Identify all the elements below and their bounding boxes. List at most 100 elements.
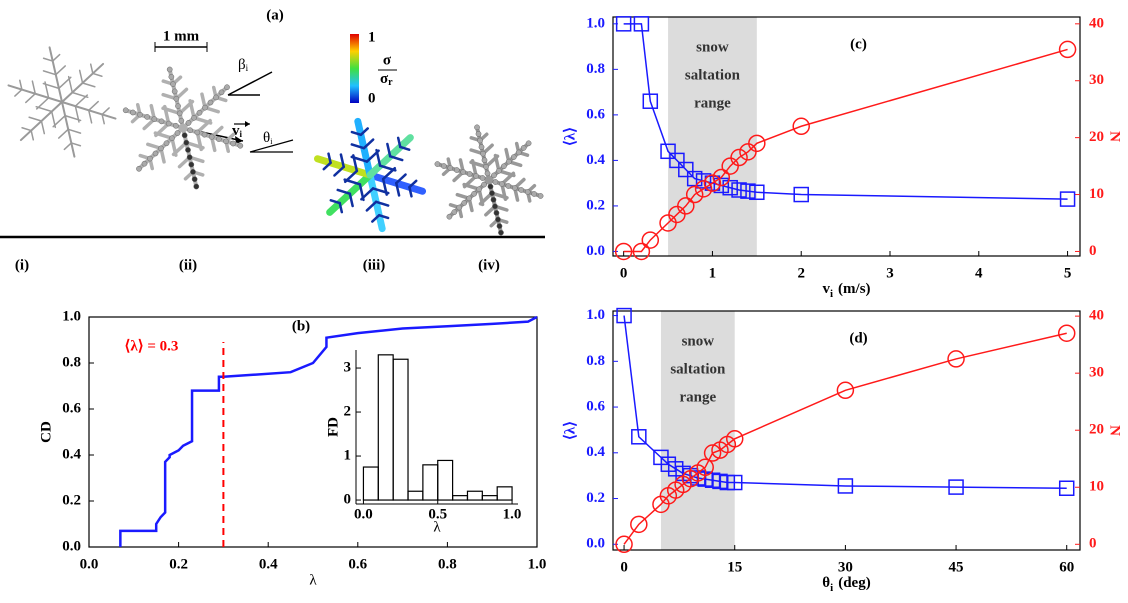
flake-branch: [399, 145, 411, 151]
bead: [451, 209, 458, 215]
flake-branch: [338, 201, 344, 214]
marker: [695, 173, 712, 189]
marker: [694, 180, 713, 198]
flake-branch: [42, 57, 54, 62]
marker: [749, 184, 765, 201]
x-tick-label: 0: [620, 265, 628, 281]
bead: [186, 154, 193, 161]
y-tick-label: 1: [344, 447, 352, 463]
x-tick-label: 1.0: [528, 556, 547, 572]
marker: [660, 143, 676, 160]
bead: [181, 132, 188, 139]
flake-branch: [25, 92, 37, 104]
bead: [163, 140, 170, 147]
flake-branch: [19, 79, 23, 91]
y-tick-label: 0.4: [586, 152, 605, 168]
flake-branch: [358, 183, 365, 202]
bead: [188, 161, 195, 168]
symbol: θ: [263, 130, 270, 146]
shade-label: snow: [682, 333, 715, 349]
bead: [499, 181, 505, 187]
flake-branch: [339, 153, 345, 169]
y-tick-label: 0.0: [586, 536, 605, 552]
bead: [213, 94, 219, 101]
flake-branch: [365, 200, 378, 212]
y-tick-label: 0: [344, 491, 352, 507]
marker: [677, 197, 695, 215]
marker: [630, 515, 648, 534]
bead: [524, 189, 531, 195]
y-axis-label: CD: [38, 421, 54, 443]
chart: snow saltation range 0 15 30 45 60 0.0 0.2 0.4 0.6 0…: [562, 307, 1122, 594]
x-tick-label: 1: [709, 265, 717, 281]
symbol: β: [238, 57, 246, 73]
hist-bar: [466, 490, 483, 501]
y-tick-label: 0.0: [62, 538, 81, 554]
bead: [172, 122, 179, 129]
bead: [505, 183, 512, 189]
sub-label: (i): [15, 257, 29, 273]
x-tick-label: 2: [797, 265, 805, 281]
bead: [498, 229, 504, 236]
flake-branch: [87, 100, 99, 112]
marker: [792, 117, 810, 136]
flake-branch: [371, 187, 390, 195]
y2-tick-label: 30: [1089, 72, 1104, 88]
bead: [173, 95, 180, 102]
y-tick-label: 0.0: [586, 243, 605, 259]
bead: [158, 145, 164, 152]
symbol: v: [232, 123, 240, 139]
plot-frame: [88, 316, 538, 548]
shade-label: saltation: [685, 67, 741, 83]
y-tick-label: 0.8: [586, 61, 605, 77]
hist-bar: [407, 490, 424, 501]
marker: [703, 444, 722, 462]
bead: [456, 204, 463, 211]
bead: [481, 181, 487, 188]
y-tick-label: 0.6: [62, 400, 81, 416]
flake-branch: [78, 69, 84, 84]
bead: [520, 145, 527, 151]
bead: [525, 140, 532, 147]
x-axis-label: λ: [309, 572, 317, 588]
marker: [731, 182, 747, 198]
flake-branch: [336, 188, 352, 195]
hist-bar: [481, 495, 498, 501]
flake-branch: [161, 106, 182, 116]
marker: [641, 231, 660, 249]
y2-tick-label: 0: [1089, 243, 1097, 259]
bead: [178, 117, 185, 124]
colorbar-max: 1: [368, 29, 376, 45]
subscript: i: [270, 137, 273, 146]
flake-branch: [408, 179, 418, 189]
hist-bar: [496, 486, 513, 501]
marker: [713, 177, 730, 194]
bead: [170, 81, 176, 87]
y-axis-label: ⟨λ⟩: [562, 127, 578, 146]
x-tick-label: 0.6: [348, 556, 367, 572]
bead: [489, 190, 495, 197]
marker: [948, 479, 964, 495]
x-tick-label: 4: [975, 265, 983, 281]
y-tick-label: 0.4: [586, 444, 605, 460]
y2-tick-label: 40: [1089, 308, 1104, 324]
bead: [165, 120, 172, 127]
cdf-line: [119, 315, 538, 547]
bead: [122, 107, 129, 114]
marker: [1057, 324, 1076, 342]
marker: [947, 350, 965, 368]
x-tick-label: 60: [1059, 559, 1074, 575]
marker: [642, 93, 659, 109]
y-tick-label: 2: [344, 403, 352, 419]
marker: [704, 175, 721, 191]
bead: [136, 165, 142, 172]
bead: [223, 138, 229, 145]
bead: [537, 193, 544, 199]
bead: [183, 139, 190, 146]
y-axis-label: ⟨λ⟩: [562, 421, 578, 440]
bead: [137, 111, 143, 118]
sub-label: (iii): [363, 257, 386, 273]
flake-branch: [42, 82, 60, 90]
annotation: ⟨λ⟩ = 0.3: [125, 338, 179, 354]
y-tick-label: 0.6: [586, 106, 605, 122]
